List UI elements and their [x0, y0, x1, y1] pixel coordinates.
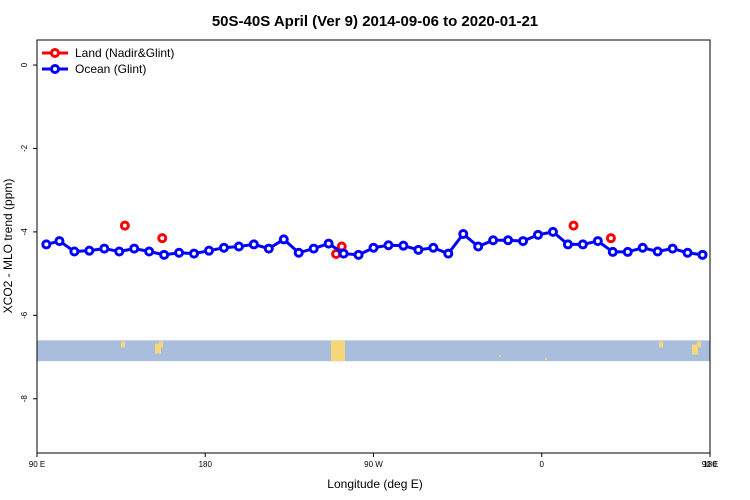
- x-tick-label: 90 W: [364, 460, 383, 469]
- data-point: [119, 220, 130, 231]
- data-point: [308, 243, 319, 254]
- y-axis: 0 -2 -4 -6 -8: [20, 62, 37, 402]
- data-point: [159, 249, 170, 260]
- data-point: [488, 235, 499, 246]
- data-point: [577, 239, 588, 250]
- data-point: [144, 246, 155, 257]
- legend-label: Land (Nadir&Glint): [75, 46, 174, 60]
- y-tick-label: -4: [20, 228, 29, 236]
- map-land-patch: [545, 358, 547, 361]
- data-point: [69, 246, 80, 257]
- map-land-patch: [336, 350, 341, 357]
- data-point: [278, 234, 289, 245]
- x-tick-label: 180: [199, 460, 213, 469]
- map-ocean-band: [37, 340, 710, 362]
- y-tick-label: -2: [20, 144, 29, 152]
- y-tick-label: -6: [20, 311, 29, 319]
- map-land-patch: [499, 354, 501, 357]
- map-land-patch: [159, 341, 163, 348]
- legend-marker: [50, 48, 60, 58]
- legend: Land (Nadir&Glint) Ocean (Glint): [42, 46, 174, 76]
- legend-label: Ocean (Glint): [75, 62, 146, 76]
- data-point: [503, 235, 514, 246]
- data-point: [233, 241, 244, 252]
- data-point: [428, 242, 439, 253]
- data-point: [84, 245, 95, 256]
- data-point: [99, 243, 110, 254]
- data-point: [398, 240, 409, 251]
- data-point: [637, 242, 648, 253]
- data-point: [533, 229, 544, 240]
- data-point: [458, 228, 469, 239]
- data-point: [605, 233, 616, 244]
- y-tick-label: -8: [20, 395, 29, 403]
- data-point: [443, 248, 454, 259]
- x-axis-label: Longitude (deg E): [327, 477, 422, 491]
- data-point: [293, 247, 304, 258]
- data-point: [607, 246, 618, 257]
- map-land-patch: [697, 341, 701, 348]
- data-point: [518, 236, 529, 247]
- data-point: [323, 238, 334, 249]
- y-tick-label: 0: [20, 62, 29, 67]
- data-point: [652, 246, 663, 257]
- data-point: [157, 233, 168, 244]
- data-point: [568, 220, 579, 231]
- data-point: [368, 242, 379, 253]
- data-point: [667, 243, 678, 254]
- data-point: [263, 243, 274, 254]
- data-point: [473, 241, 484, 252]
- data-point: [203, 245, 214, 256]
- data-point: [413, 244, 424, 255]
- x-tick-label: 90 E: [29, 460, 45, 469]
- map-land-patch: [659, 341, 663, 348]
- map-land-patch: [121, 341, 125, 348]
- data-point: [174, 247, 185, 258]
- data-point: [682, 247, 693, 258]
- data-point: [547, 226, 558, 237]
- map-land-patch: [692, 344, 698, 355]
- map-strip: [37, 340, 710, 362]
- legend-marker: [50, 64, 60, 74]
- data-point: [248, 239, 259, 250]
- data-point: [129, 243, 140, 254]
- data-point: [622, 246, 633, 257]
- data-point: [189, 248, 200, 259]
- data-point: [54, 236, 65, 247]
- data-point: [114, 246, 125, 257]
- data-point: [218, 242, 229, 253]
- data-point: [338, 248, 349, 259]
- data-point: [592, 236, 603, 247]
- series-layer: [41, 220, 708, 260]
- data-point: [562, 239, 573, 250]
- x-tick-label: 180: [703, 460, 717, 469]
- data-point: [697, 249, 708, 260]
- data-point: [353, 249, 364, 260]
- y-axis-label: XCO2 - MLO trend (ppm): [1, 179, 15, 314]
- map-land-patch: [155, 343, 161, 354]
- x-tick-label: 0: [540, 460, 545, 469]
- chart-title: 50S-40S April (Ver 9) 2014-09-06 to 2020…: [212, 13, 538, 30]
- data-point: [41, 239, 52, 250]
- data-point: [383, 240, 394, 251]
- x-tick-label: 90 E: [702, 460, 718, 469]
